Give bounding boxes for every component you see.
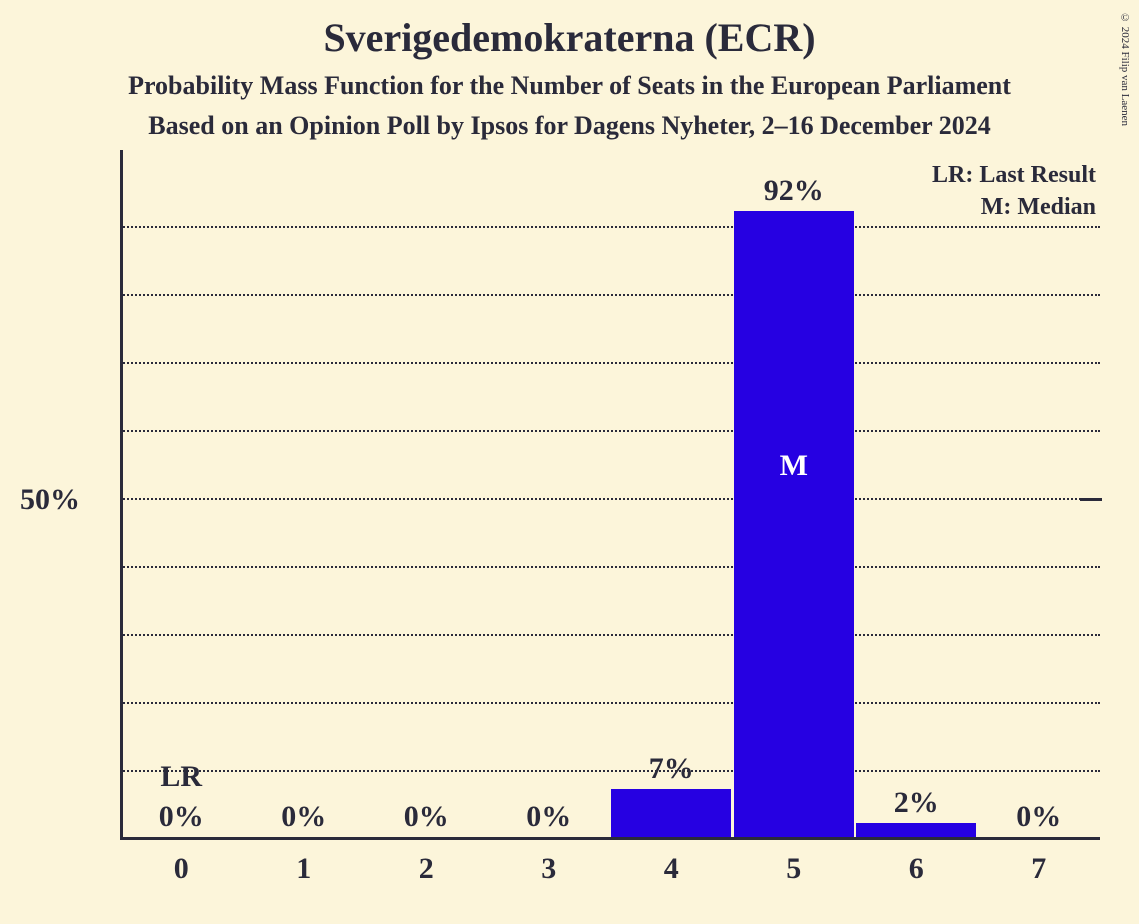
gridline [120, 634, 1100, 636]
gridline [120, 770, 1100, 772]
x-tick-label: 4 [664, 852, 679, 886]
gridline [120, 362, 1100, 364]
bar [611, 789, 731, 837]
chart-title: Sverigedemokraterna (ECR) [0, 0, 1139, 61]
bar-value-label: 2% [894, 786, 939, 820]
x-tick-label: 5 [786, 852, 801, 886]
bar [734, 211, 854, 837]
bar-value-label: 0% [159, 800, 204, 834]
bar-value-label: 7% [649, 752, 694, 786]
legend-median: M: Median [981, 194, 1096, 221]
gridline [120, 226, 1100, 228]
y-axis-label-50: 50% [20, 483, 80, 517]
x-tick-label: 6 [909, 852, 924, 886]
x-tick-label: 1 [296, 852, 311, 886]
chart-subtitle-1: Probability Mass Function for the Number… [0, 71, 1139, 101]
copyright-notice: © 2024 Filip van Laenen [1119, 12, 1131, 126]
bar-value-label: 0% [404, 800, 449, 834]
bar-value-label: 0% [526, 800, 571, 834]
legend-last-result: LR: Last Result [932, 162, 1096, 189]
x-tick-label: 7 [1031, 852, 1046, 886]
last-result-marker: LR [160, 760, 202, 794]
bar [856, 823, 976, 837]
bar-value-label: 0% [1016, 800, 1061, 834]
chart-plot-area: 50%0%LR00%10%20%37%492%M52%60%7LR: Last … [120, 160, 1100, 840]
x-axis-line [120, 837, 1100, 840]
chart-subtitle-2: Based on an Opinion Poll by Ipsos for Da… [0, 111, 1139, 141]
bar-value-label: 92% [764, 174, 824, 208]
gridline [120, 430, 1100, 432]
gridline [120, 498, 1100, 500]
x-tick-label: 2 [419, 852, 434, 886]
median-marker: M [780, 449, 808, 483]
x-tick-label: 3 [541, 852, 556, 886]
gridline [120, 702, 1100, 704]
y-tick-major-right [1080, 498, 1102, 501]
bar-value-label: 0% [281, 800, 326, 834]
gridline [120, 566, 1100, 568]
y-axis-line [120, 150, 123, 840]
x-tick-label: 0 [174, 852, 189, 886]
gridline [120, 294, 1100, 296]
